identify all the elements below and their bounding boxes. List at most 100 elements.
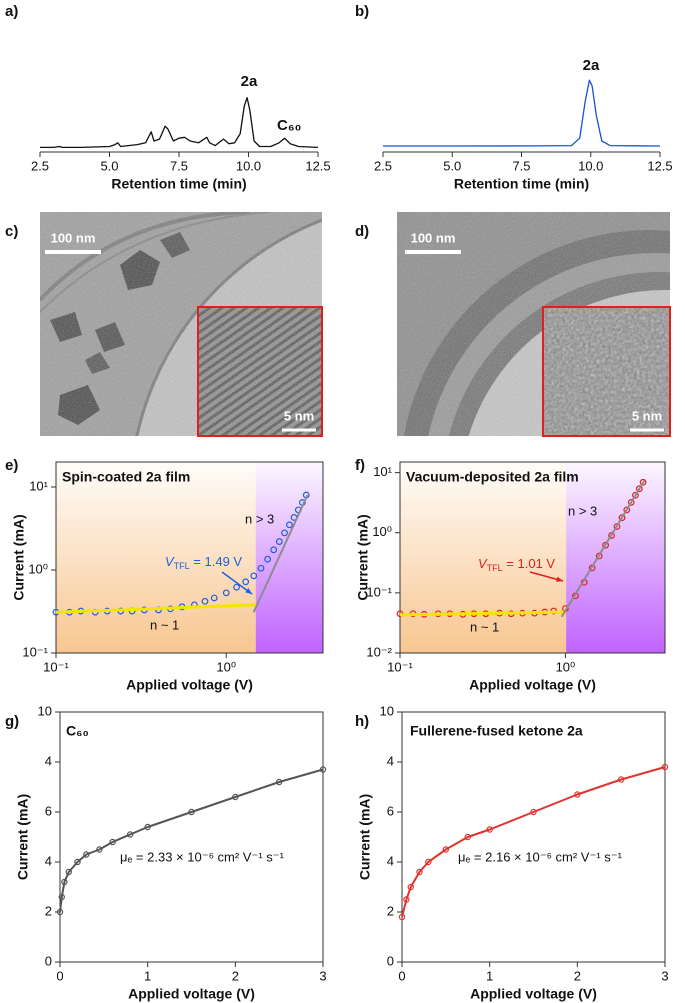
data-point [201,597,209,605]
inset-frame [542,306,671,437]
x-axis-label: Applied voltage (V) [470,986,597,1002]
data-point [275,538,283,545]
inset-frame [197,306,323,437]
plot-frame [55,461,324,654]
plot-frame [399,461,666,654]
y-tick-label: 4 [387,853,394,868]
annotation: n ~ 1 [150,617,179,632]
panel-label: h) [355,713,369,730]
data-point [65,868,72,876]
data-point [74,858,81,866]
annotation: n > 3 [568,503,597,518]
y-axis-label: Current (mA) [357,794,373,880]
annotation-part: TFL [487,563,503,573]
data-point [623,506,631,514]
data-point [618,514,626,522]
data-point [613,523,621,530]
region [56,462,256,653]
annotation: 2a [583,57,600,74]
y-tick-label: 10¹ [373,464,392,479]
data-point [242,578,250,586]
data-point [639,478,647,486]
data-point [210,594,218,602]
y-tick-label: 2 [45,903,52,918]
inset-texture [543,307,670,436]
panel-label: f) [355,457,365,474]
x-tick-label: 12.5 [305,158,330,173]
inset-texture [198,307,322,436]
x-axis-label: Applied voltage (V) [469,677,596,693]
annotation: μₑ = 2.16 × 10⁻⁶ cm² V⁻¹ s⁻¹ [458,849,623,864]
data-point [61,878,68,886]
y-tick-label: 0 [387,953,394,968]
x-tick-label: 2 [232,968,239,983]
data-point [574,791,581,798]
annotation-part: = 1.49 V [190,554,243,569]
x-tick-label: 0 [56,968,63,983]
scale-bar-label: 100 nm [51,230,96,245]
annotation: μₑ = 2.33 × 10⁻⁶ cm² V⁻¹ s⁻¹ [120,849,285,864]
x-tick-label: 1 [144,968,151,983]
plot-frame [401,711,666,963]
series-line [40,97,319,149]
x-tick-label: 2 [574,968,581,983]
x-tick-label: 2.5 [374,158,392,173]
data-point [398,913,406,921]
data-point [319,766,327,773]
y-axis-label: Current (mA) [11,514,27,600]
x-axis-label: Retention time (min) [111,176,246,192]
data-point [264,555,272,563]
x-tick-label: 3 [319,968,326,983]
data-point [144,823,151,831]
x-tick-label: 10⁻¹ [387,659,413,674]
data-point [442,846,450,853]
data-point [608,532,615,539]
series-line [383,79,661,147]
data-point [416,868,423,876]
plot-frame [59,711,324,963]
data-point [632,491,639,499]
data-point [286,521,293,529]
series-line [59,768,324,913]
annotation: VTFL = 1.01 V [478,556,555,573]
x-tick-label: 10⁰ [556,659,576,674]
data-point [58,893,65,901]
arrow-head [556,576,563,582]
annotation-part: TFL [174,561,190,571]
annotation-part: V [478,556,488,571]
y-axis-label: Current (mA) [355,514,371,600]
y-tick-label: 10⁰ [372,524,392,539]
y-axis-label: Current (mA) [15,794,31,880]
x-tick-label: 10⁰ [216,659,236,674]
data-point [250,572,258,580]
y-tick-label: 10⁻¹ [22,644,48,659]
data-point [403,896,410,903]
data-point [602,541,610,549]
data-point [257,564,265,572]
x-tick-label: 10.0 [578,158,603,173]
annotation: n ~ 1 [470,619,499,634]
data-point [617,776,625,783]
y-tick-label: 10⁻¹ [366,584,392,599]
panel-label: d) [355,223,369,240]
panel-label: c) [5,223,18,240]
x-tick-label: 12.5 [647,158,672,173]
chart-title: Fullerene-fused ketone 2a [410,723,583,739]
y-tick-label: 6 [387,803,394,818]
y-tick-label: 0 [45,953,52,968]
y-tick-label: 10⁻² [366,644,392,659]
data-point [232,793,239,801]
data-point [275,778,283,786]
y-tick-label: 4 [45,853,52,868]
data-point [281,529,288,537]
x-tick-label: 7.5 [512,158,530,173]
y-tick-label: 2 [387,903,394,918]
data-point [188,808,195,816]
data-point [96,846,103,853]
x-tick-label: 1 [486,968,493,983]
y-tick-label: 4 [45,753,52,768]
annotation: 2a [241,73,258,90]
x-tick-label: 5.0 [443,158,461,173]
data-point [627,498,635,506]
